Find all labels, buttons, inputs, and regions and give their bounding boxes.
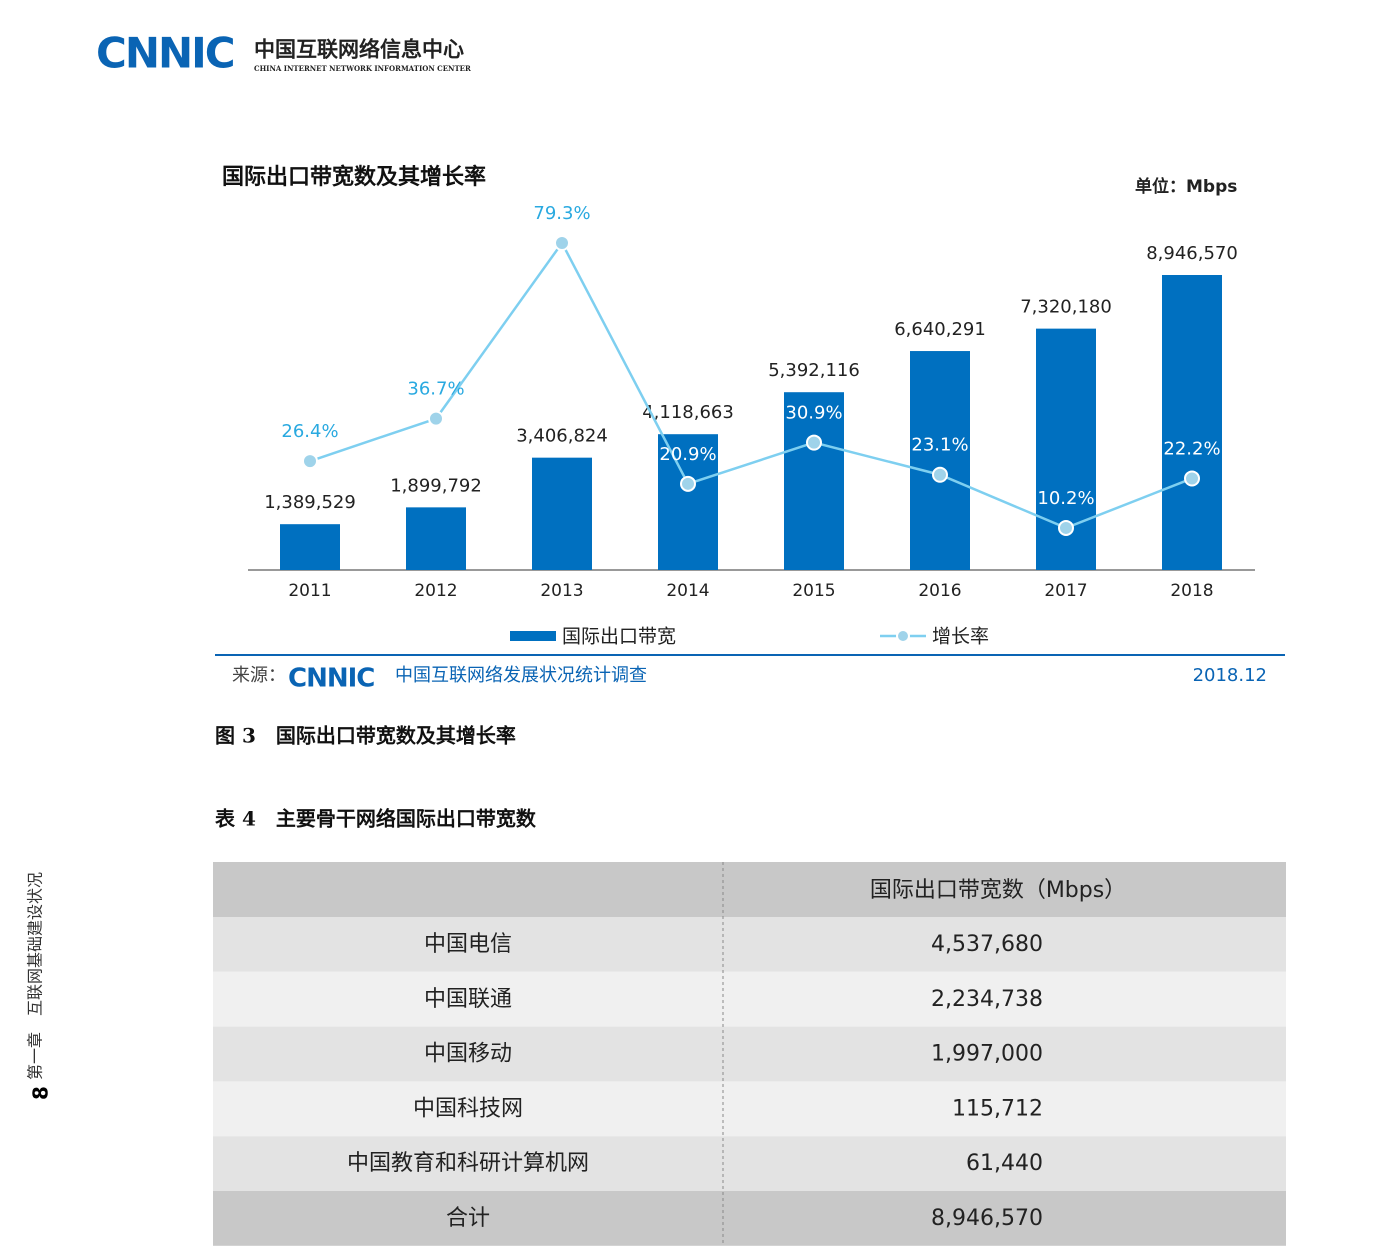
table-cell: 2,234,738 — [931, 987, 1043, 1012]
x-tick-label: 2013 — [540, 581, 583, 601]
unit: 单位：Mbps — [1135, 176, 1237, 197]
source-text: 中国互联网络发展状况统计调查 — [395, 665, 647, 686]
table-cell: 61,440 — [966, 1151, 1043, 1176]
logo: CNNIC — [96, 29, 234, 78]
chapter: 第一章 互联网基础建设状况 — [26, 872, 45, 1080]
legend-label: 增长率 — [932, 626, 989, 648]
growth-point — [1058, 519, 1074, 536]
legend-point — [896, 629, 910, 643]
table-row-bg — [213, 971, 1286, 1027]
org-name-en: CHINA INTERNET NETWORK INFORMATION CENTE… — [254, 64, 471, 73]
bar — [280, 524, 340, 570]
bar-label: 3,406,824 — [516, 426, 608, 447]
bar — [910, 351, 970, 570]
growth-label: 26.4% — [281, 421, 338, 442]
x-tick-label: 2011 — [288, 581, 331, 601]
x-tick-label: 2014 — [666, 581, 709, 601]
x-tick-label: 2012 — [414, 581, 457, 601]
x-tick-label: 2015 — [792, 581, 835, 601]
bar — [658, 434, 718, 570]
growth-label: 30.9% — [785, 403, 842, 424]
legend-swatch — [510, 631, 556, 641]
growth-label: 22.2% — [1163, 438, 1220, 459]
bar-label: 4,118,663 — [642, 402, 734, 423]
table-cell: 中国联通 — [424, 987, 512, 1012]
chart-title: 国际出口带宽数及其增长率 — [222, 164, 486, 190]
x-tick-label: 2016 — [918, 581, 961, 601]
bar — [1162, 275, 1222, 570]
table-row-bg — [213, 1136, 1286, 1191]
table-header: 国际出口带宽数（Mbps） — [870, 878, 1126, 903]
table-header-bg — [213, 862, 1286, 917]
x-tick-label: 2017 — [1044, 581, 1087, 601]
bar — [532, 457, 592, 570]
bar — [406, 507, 466, 570]
table-cell: 中国科技网 — [413, 1096, 523, 1121]
x-tick-label: 2018 — [1170, 581, 1213, 601]
table-cell: 8,946,570 — [931, 1206, 1043, 1231]
table-row-bg — [213, 917, 1286, 972]
growth-point — [1184, 470, 1200, 487]
table-row-bg — [213, 1191, 1286, 1246]
bar-label: 8,946,570 — [1146, 243, 1238, 264]
org-name: 中国互联网络信息中心 — [254, 37, 464, 62]
table-row-bg — [213, 1026, 1286, 1082]
growth-label: 23.1% — [911, 435, 968, 456]
growth-point — [806, 434, 822, 451]
growth-point — [428, 410, 444, 427]
growth-label: 20.9% — [659, 444, 716, 465]
growth-line — [309, 240, 1193, 530]
bar-label: 5,392,116 — [768, 360, 860, 381]
table-cell: 1,997,000 — [931, 1042, 1043, 1067]
growth-point — [554, 235, 570, 251]
bar-label: 1,389,529 — [264, 492, 356, 513]
table-cell: 中国教育和科研计算机网 — [347, 1151, 589, 1176]
table-cell: 合计 — [446, 1206, 490, 1231]
page-number: 8 — [29, 1086, 53, 1100]
bar-label: 6,640,291 — [894, 319, 986, 340]
legend-label: 国际出口带宽 — [562, 626, 676, 648]
bar-label: 7,320,180 — [1020, 297, 1112, 318]
bar — [784, 392, 844, 570]
table-row-bg — [213, 1081, 1286, 1137]
growth-label: 36.7% — [407, 379, 464, 400]
growth-point — [680, 475, 696, 492]
table-cell: 中国电信 — [424, 932, 512, 957]
table-cell: 115,712 — [952, 1096, 1043, 1121]
growth-point — [932, 466, 948, 483]
table-caption: 表 4 主要骨干网络国际出口带宽数 — [215, 807, 537, 831]
source-logo: CNNIC — [288, 664, 374, 694]
table-cell: 中国移动 — [424, 1042, 512, 1067]
growth-label: 79.3% — [533, 203, 590, 224]
table-cell: 4,537,680 — [931, 932, 1043, 957]
bar-label: 1,899,792 — [390, 475, 482, 496]
figure-caption: 图 3 国际出口带宽数及其增长率 — [215, 724, 516, 748]
source-prefix: 来源： — [232, 665, 286, 686]
growth-label: 10.2% — [1037, 488, 1094, 509]
growth-point — [302, 453, 318, 470]
source-date: 2018.12 — [1193, 665, 1267, 686]
